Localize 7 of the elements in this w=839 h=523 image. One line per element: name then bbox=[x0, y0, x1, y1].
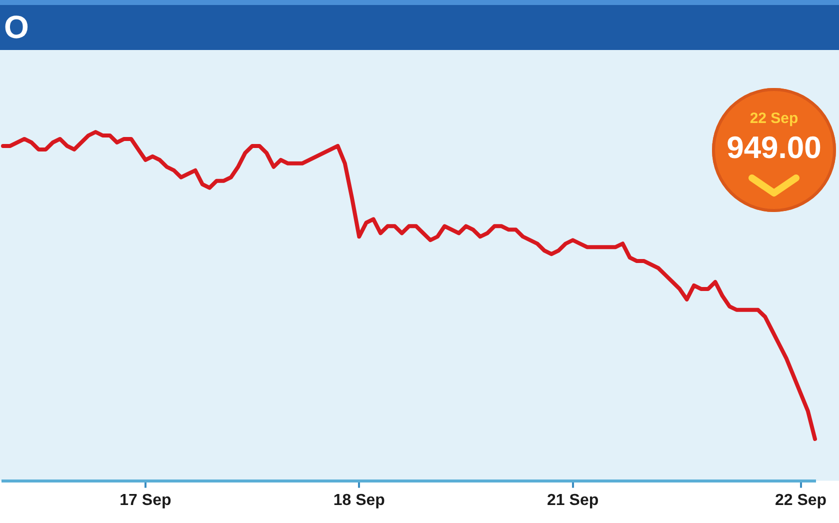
annotation: 949.00 bbox=[726, 130, 822, 166]
x-tick-label: 17 Sep bbox=[120, 492, 172, 509]
x-tick-label: 21 Sep bbox=[547, 492, 599, 509]
chart-title: O bbox=[4, 9, 29, 45]
header-banner: O bbox=[0, 0, 839, 50]
x-tick-label: 18 Sep bbox=[333, 492, 386, 509]
x-tick-label: 22 Sep bbox=[774, 492, 827, 509]
